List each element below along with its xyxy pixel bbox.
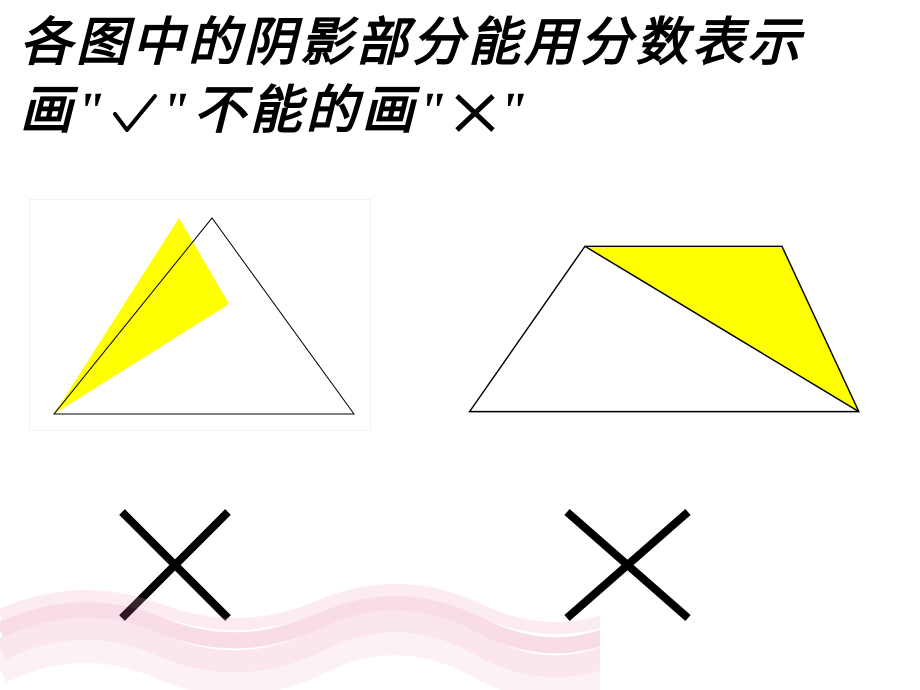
heading-line2: 画" "不能的画" " [20, 78, 900, 154]
heading-line2-post: " [499, 83, 532, 140]
cross-mark-icon [110, 500, 240, 630]
cross-mark-icon [555, 500, 700, 630]
figure-triangle-shaded [54, 218, 229, 414]
cross-icon [451, 86, 499, 154]
figure-triangle [30, 200, 370, 430]
answer-left [110, 500, 240, 635]
question-heading: 各图中的阴影部分能用分数表示 画" "不能的画" " [20, 10, 900, 154]
answer-right [555, 500, 700, 635]
figure-trapezoid-svg [436, 229, 878, 427]
figure-trapezoid [432, 225, 882, 431]
heading-line2-pre: 画" [20, 83, 109, 140]
heading-line1: 各图中的阴影部分能用分数表示 [20, 10, 900, 78]
heading-line2-mid: "不能的画" [161, 83, 451, 140]
check-icon [109, 86, 161, 154]
watermark-waves [0, 570, 600, 690]
figure-triangle-svg [34, 204, 366, 426]
